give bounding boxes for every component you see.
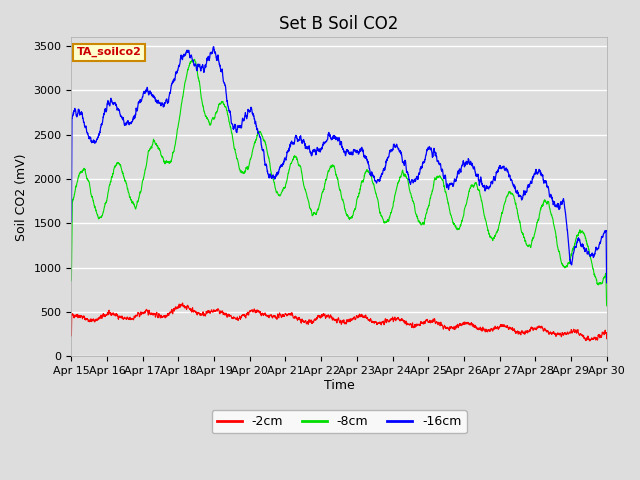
Text: TA_soilco2: TA_soilco2 <box>77 47 141 57</box>
Title: Set B Soil CO2: Set B Soil CO2 <box>279 15 399 33</box>
X-axis label: Time: Time <box>324 379 355 392</box>
Y-axis label: Soil CO2 (mV): Soil CO2 (mV) <box>15 153 28 240</box>
Legend: -2cm, -8cm, -16cm: -2cm, -8cm, -16cm <box>211 410 467 433</box>
